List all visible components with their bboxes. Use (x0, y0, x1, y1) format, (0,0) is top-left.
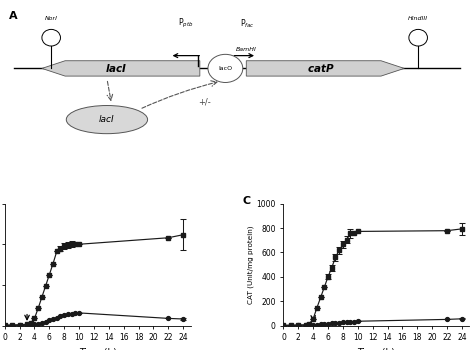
Text: A: A (9, 11, 18, 21)
Text: $\bfit{lacI}$: $\bfit{lacI}$ (105, 62, 128, 75)
Text: P$_{fac}$: P$_{fac}$ (240, 18, 255, 30)
Text: C: C (243, 196, 251, 206)
Ellipse shape (66, 105, 147, 134)
Ellipse shape (208, 54, 243, 83)
Text: lacI: lacI (99, 115, 115, 124)
FancyArrow shape (42, 61, 200, 76)
FancyArrow shape (246, 61, 404, 76)
Text: +/-: +/- (198, 97, 211, 106)
Ellipse shape (409, 29, 428, 46)
Text: HindIII: HindIII (408, 16, 428, 21)
Text: NorI: NorI (45, 16, 58, 21)
Text: P$_{ptb}$: P$_{ptb}$ (178, 17, 193, 30)
Text: lacO: lacO (219, 66, 232, 71)
X-axis label: Time (h): Time (h) (357, 348, 395, 350)
Text: $\bfit{catP}$: $\bfit{catP}$ (307, 62, 334, 75)
Text: BamHI: BamHI (236, 47, 257, 52)
Ellipse shape (42, 29, 61, 46)
X-axis label: Time (h): Time (h) (79, 348, 117, 350)
Y-axis label: CAT (Unit/mg protein): CAT (Unit/mg protein) (247, 225, 254, 304)
